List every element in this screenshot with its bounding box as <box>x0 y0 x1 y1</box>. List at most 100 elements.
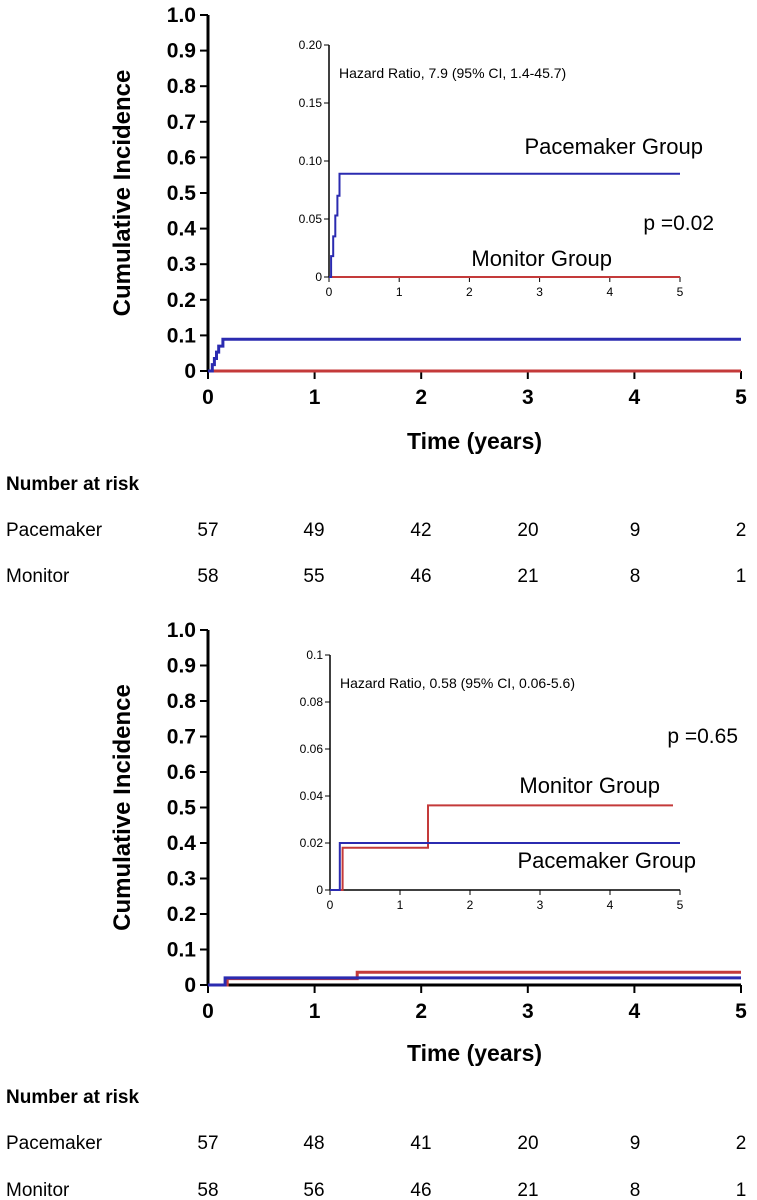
risk-table-title: Number at risk <box>6 1087 139 1108</box>
y-tick-label: 0.5 <box>167 797 197 820</box>
risk-row-label: Pacemaker <box>6 520 103 541</box>
risk-table: Number at risk Pacemaker 57 49 42 20 9 2 Monitor… <box>6 474 746 587</box>
inset-label-lower: Pacemaker Group <box>517 848 696 873</box>
inset-y-tick-label: 0 <box>316 883 323 897</box>
risk-value: 1 <box>736 566 747 587</box>
x-axis-label: Time (years) <box>407 428 542 454</box>
inset-y-tick-label: 0.20 <box>299 38 323 52</box>
risk-value: 57 <box>197 1133 218 1154</box>
inset-y-tick-label: 0.05 <box>299 212 323 226</box>
x-tick-label: 2 <box>415 1000 427 1023</box>
x-tick-label: 4 <box>629 1000 641 1023</box>
y-tick-label: 0.6 <box>167 761 196 784</box>
x-tick-label: 3 <box>522 386 534 409</box>
risk-value: 21 <box>517 1180 538 1200</box>
y-tick-label: 0 <box>184 974 196 997</box>
x-tick-label: 4 <box>629 386 641 409</box>
risk-value: 8 <box>630 1180 641 1200</box>
y-tick-label: 1.0 <box>167 4 196 27</box>
chart-2: 0 0.1 0.2 0.3 0.4 0.5 0.6 0.7 0.8 0.9 1.0 0 1 2 3 4 5 Tim… <box>6 619 747 1200</box>
risk-value: 48 <box>303 1133 324 1154</box>
hazard-ratio-annotation: Hazard Ratio, 0.58 (95% CI, 0.06-5.6) <box>340 675 575 691</box>
inset-x-tick-label: 5 <box>677 285 684 299</box>
inset-x-tick-label: 3 <box>537 898 544 912</box>
risk-value: 57 <box>197 520 218 541</box>
risk-value: 2 <box>736 1133 747 1154</box>
risk-value: 21 <box>517 566 538 587</box>
inset-x-tick-label: 0 <box>327 898 334 912</box>
y-tick-label: 0.7 <box>167 111 196 134</box>
risk-value: 20 <box>517 1133 538 1154</box>
x-axis-label: Time (years) <box>407 1040 542 1066</box>
y-tick-label: 0.8 <box>167 690 197 713</box>
inset-y-tick-label: 0.08 <box>300 695 324 709</box>
x-tick-label: 3 <box>522 1000 534 1023</box>
x-tick-label: 1 <box>309 386 321 409</box>
risk-value: 46 <box>410 1180 431 1200</box>
y-tick-label: 0 <box>184 360 196 383</box>
risk-value: 58 <box>197 566 218 587</box>
inset-label-upper: Pacemaker Group <box>524 134 703 159</box>
y-tick-label: 0.1 <box>167 939 197 962</box>
x-tick-label: 1 <box>309 1000 321 1023</box>
risk-value: 9 <box>630 1133 641 1154</box>
risk-value: 9 <box>630 520 641 541</box>
inset-x-tick-label: 2 <box>467 898 474 912</box>
risk-value: 20 <box>517 520 538 541</box>
risk-row-label: Monitor <box>6 1180 70 1200</box>
inset-y-tick-label: 0.10 <box>299 154 323 168</box>
risk-row-label: Monitor <box>6 566 70 587</box>
y-axis-label: Cumulative Incidence <box>109 70 136 317</box>
inset-series-line-pacemaker-group <box>330 842 680 891</box>
inset-label-lower: Monitor Group <box>471 246 612 271</box>
y-axis-label: Cumulative Incidence <box>109 684 136 931</box>
x-tick-label: 0 <box>202 386 214 409</box>
y-tick-label: 0.8 <box>167 75 197 98</box>
y-tick-label: 0.2 <box>167 903 196 926</box>
risk-value: 42 <box>410 520 431 541</box>
risk-value: 58 <box>197 1180 218 1200</box>
inset-y-tick-label: 0.02 <box>300 836 324 850</box>
inset-y-tick-label: 0.06 <box>300 742 324 756</box>
x-tick-label: 0 <box>202 1000 214 1023</box>
inset-chart: 0 0.02 0.04 0.06 0.08 0.1 0 1 2 3 4 5 Hazard Ratio, … <box>300 648 696 912</box>
inset-x-tick-label: 1 <box>396 285 403 299</box>
y-tick-label: 0.5 <box>167 182 197 205</box>
y-tick-label: 0.3 <box>167 253 196 276</box>
hazard-ratio-annotation: Hazard Ratio, 7.9 (95% CI, 1.4-45.7) <box>339 65 566 81</box>
y-tick-label: 0.3 <box>167 868 196 891</box>
risk-value: 55 <box>303 566 324 587</box>
inset-y-tick-label: 0.04 <box>300 789 324 803</box>
inset-x-tick-label: 5 <box>677 898 684 912</box>
inset-y-tick-label: 0 <box>315 270 322 284</box>
y-tick-label: 0.9 <box>167 40 196 63</box>
y-tick-label: 0.6 <box>167 146 196 169</box>
inset-x-tick-label: 4 <box>607 898 614 912</box>
inset-x-tick-label: 0 <box>326 285 333 299</box>
risk-row-label: Pacemaker <box>6 1133 103 1154</box>
risk-value: 49 <box>303 520 324 541</box>
y-tick-label: 0.2 <box>167 289 196 312</box>
series-line-pacemaker-group <box>208 976 741 987</box>
y-tick-label: 0.9 <box>167 655 196 678</box>
risk-value: 2 <box>736 520 747 541</box>
p-value: p =0.02 <box>643 212 714 235</box>
risk-value: 56 <box>303 1180 324 1200</box>
y-tick-label: 0.7 <box>167 726 196 749</box>
inset-y-tick-label: 0.15 <box>299 96 323 110</box>
inset-x-tick-label: 3 <box>536 285 543 299</box>
inset-y-tick-label: 0.1 <box>306 648 323 662</box>
risk-table-title: Number at risk <box>6 474 139 495</box>
risk-table: Number at risk Pacemaker 57 48 41 20 9 2 Monitor… <box>6 1087 746 1200</box>
y-tick-label: 0.4 <box>167 832 197 855</box>
risk-value: 8 <box>630 566 641 587</box>
x-tick-label: 5 <box>735 1000 747 1023</box>
x-tick-label: 5 <box>735 386 747 409</box>
inset-chart: 0 0.05 0.10 0.15 0.20 0 1 2 3 4 5 Hazard Ratio, 7.9… <box>299 38 703 299</box>
inset-label-upper: Monitor Group <box>519 773 660 798</box>
series-line-pacemaker-group <box>208 337 741 373</box>
risk-value: 1 <box>736 1180 747 1200</box>
chart-1: 0 0.1 0.2 0.3 0.4 0.5 0.6 0.7 0.8 0.9 1.0 0 1 2 3 4 5 Tim… <box>6 4 747 587</box>
y-tick-label: 1.0 <box>167 619 196 642</box>
